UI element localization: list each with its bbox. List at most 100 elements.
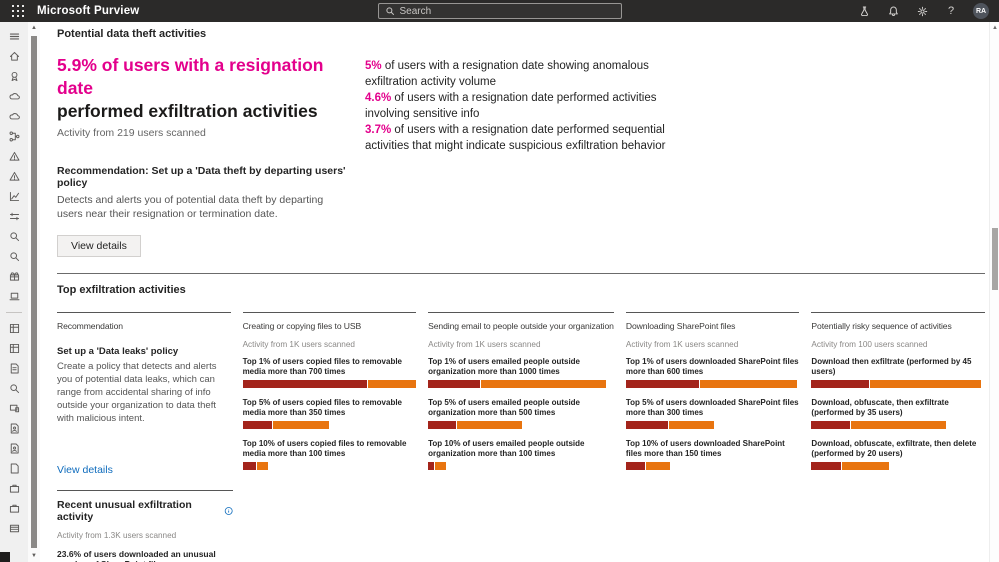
sidebar-filters-icon[interactable] bbox=[8, 210, 21, 223]
sidebar-devices-icon[interactable] bbox=[8, 402, 21, 415]
sidebar-home-icon[interactable] bbox=[8, 50, 21, 63]
hero-section: 5.9% of users with a resignation date pe… bbox=[57, 50, 985, 257]
activity-column: Potentially risky sequence of activities… bbox=[811, 312, 985, 480]
activity-stat: Download then exfiltrate (performed by 4… bbox=[811, 357, 985, 388]
bar-segment-orange bbox=[645, 462, 671, 470]
bar-segment-dark-red bbox=[811, 421, 850, 429]
bar-segment-dark-red bbox=[242, 421, 273, 429]
sidebar-search-icon[interactable] bbox=[8, 250, 21, 263]
section-divider bbox=[57, 273, 985, 274]
main-scrollbar[interactable]: ▲ bbox=[989, 22, 999, 562]
view-details-button[interactable]: View details bbox=[57, 235, 141, 257]
sidebar-document-icon[interactable] bbox=[8, 362, 21, 375]
sidebar-chart-icon[interactable] bbox=[8, 190, 21, 203]
column-header: Recommendation bbox=[57, 321, 123, 331]
highlight-text: of users with a resignation date perform… bbox=[365, 92, 657, 120]
activity-stat: Download, obfuscate, then exfiltrate (pe… bbox=[811, 398, 985, 429]
activity-stat: Download, obfuscate, exfiltrate, then de… bbox=[811, 439, 985, 470]
activity-column: Downloading SharePoint files Activity fro… bbox=[625, 312, 800, 480]
hero-headline-rest: performed exfiltration activities bbox=[57, 101, 318, 121]
top-exfiltration-title: Top exfiltration activities bbox=[57, 284, 186, 296]
highlight-stat: 3.7% of users with a resignation date pe… bbox=[365, 122, 700, 154]
sidebar-badge-icon[interactable] bbox=[8, 70, 21, 83]
help-icon[interactable]: ? bbox=[947, 5, 955, 17]
column-scanned-count: Activity from 1K users scanned bbox=[428, 340, 541, 349]
bar-segment-dark-red bbox=[811, 380, 869, 388]
recent-scanned-count: Activity from 1.3K users scanned bbox=[57, 531, 177, 540]
stat-bar bbox=[428, 421, 614, 429]
sidebar-file-icon[interactable] bbox=[8, 462, 21, 475]
stat-label: Top 5% of users emailed people outside o… bbox=[428, 398, 581, 417]
sidebar-briefcase-icon[interactable] bbox=[8, 502, 21, 515]
main-content: Potential data theft activities 5.9% of … bbox=[40, 22, 985, 562]
hero-recommendation-body: Detects and alerts you of potential data… bbox=[57, 194, 324, 220]
sidebar-scrollbar[interactable]: ▲ ▼ bbox=[28, 22, 40, 562]
scroll-up-icon[interactable]: ▲ bbox=[992, 25, 998, 31]
sidebar-table-icon[interactable] bbox=[8, 342, 21, 355]
stat-bar bbox=[428, 380, 614, 388]
scroll-up-icon[interactable]: ▲ bbox=[31, 25, 37, 31]
notifications-bell-icon[interactable] bbox=[886, 4, 900, 18]
global-search[interactable] bbox=[377, 3, 622, 19]
search-input[interactable] bbox=[399, 5, 615, 17]
highlight-text: of users with a resignation date perform… bbox=[365, 124, 666, 152]
bar-segment-dark-red bbox=[428, 462, 434, 470]
sidebar-table-icon[interactable] bbox=[8, 322, 21, 335]
sidebar-warning-icon[interactable] bbox=[8, 150, 21, 163]
stat-bar bbox=[242, 462, 417, 470]
corner-accent bbox=[0, 552, 10, 562]
sidebar-list-icon[interactable] bbox=[8, 522, 21, 535]
column-header: Creating or copying files to USB bbox=[242, 321, 362, 331]
bar-segment-dark-red bbox=[242, 462, 257, 470]
sidebar-flow-icon[interactable] bbox=[8, 130, 21, 143]
sidebar-search-icon[interactable] bbox=[8, 382, 21, 395]
bar-segment-orange bbox=[434, 462, 446, 470]
hero-scanned-count: Activity from 219 users scanned bbox=[57, 127, 206, 139]
column-scanned-count: Activity from 100 users scanned bbox=[811, 340, 928, 349]
bar-segment-orange bbox=[699, 380, 797, 388]
policy-body: Create a policy that detects and alerts … bbox=[57, 361, 217, 424]
stat-bar bbox=[811, 421, 985, 429]
sidebar-scroll-thumb[interactable] bbox=[31, 36, 37, 548]
sidebar-divider bbox=[6, 312, 22, 313]
bar-segment-orange bbox=[668, 421, 714, 429]
policy-title: Set up a 'Data leaks' policy bbox=[57, 346, 179, 357]
hero-highlights: 5% of users with a resignation date show… bbox=[365, 50, 700, 257]
sidebar-menu-icon[interactable] bbox=[8, 30, 21, 43]
info-icon[interactable] bbox=[224, 506, 233, 516]
stat-label: 23.6% of users downloaded an unusual num… bbox=[57, 549, 216, 562]
sidebar-laptop-icon[interactable] bbox=[8, 290, 21, 303]
hero-headline: 5.9% of users with a resignation date pe… bbox=[57, 54, 347, 123]
sidebar-cloud-icon[interactable] bbox=[8, 110, 21, 123]
stat-bar bbox=[242, 380, 417, 388]
sidebar-briefcase-icon[interactable] bbox=[8, 482, 21, 495]
activity-stat: Top 5% of users downloaded SharePoint fi… bbox=[625, 398, 800, 429]
bar-segment-dark-red bbox=[811, 462, 841, 470]
recent-unusual-title: Recent unusual exfiltration activity bbox=[57, 499, 192, 523]
sidebar-file-person-icon[interactable] bbox=[8, 442, 21, 455]
sidebar-cloud-icon[interactable] bbox=[8, 90, 21, 103]
stat-label: Download, obfuscate, exfiltrate, then de… bbox=[811, 439, 977, 458]
scroll-down-icon[interactable]: ▼ bbox=[31, 553, 37, 559]
recommendation-column: Recommendation Set up a 'Data leaks' pol… bbox=[57, 312, 231, 480]
sidebar-search-icon[interactable] bbox=[8, 230, 21, 243]
stat-label: Top 5% of users copied files to removabl… bbox=[242, 398, 403, 417]
activity-column: Sending email to people outside your org… bbox=[428, 312, 614, 480]
sidebar-gift-icon[interactable] bbox=[8, 270, 21, 283]
hero-headline-accent: 5.9% of users with a resignation date bbox=[57, 55, 324, 98]
stat-bar bbox=[428, 462, 614, 470]
column-header: Potentially risky sequence of activities bbox=[811, 321, 952, 331]
sidebar-file-person-icon[interactable] bbox=[8, 422, 21, 435]
bar-segment-orange bbox=[367, 380, 417, 388]
main-scroll-thumb[interactable] bbox=[992, 228, 998, 290]
preview-flask-icon[interactable] bbox=[857, 4, 871, 18]
bar-segment-dark-red bbox=[625, 421, 668, 429]
account-avatar[interactable]: RA bbox=[973, 3, 989, 19]
settings-gear-icon[interactable] bbox=[915, 4, 929, 18]
activity-stat: Top 5% of users emailed people outside o… bbox=[428, 398, 614, 429]
activity-stat: Top 10% of users emailed people outside … bbox=[428, 439, 614, 470]
stat-label: Download, obfuscate, then exfiltrate (pe… bbox=[811, 398, 949, 417]
app-launcher-waffle-icon[interactable] bbox=[12, 4, 25, 18]
view-details-link[interactable]: View details bbox=[57, 464, 113, 476]
sidebar-warning-icon[interactable] bbox=[8, 170, 21, 183]
